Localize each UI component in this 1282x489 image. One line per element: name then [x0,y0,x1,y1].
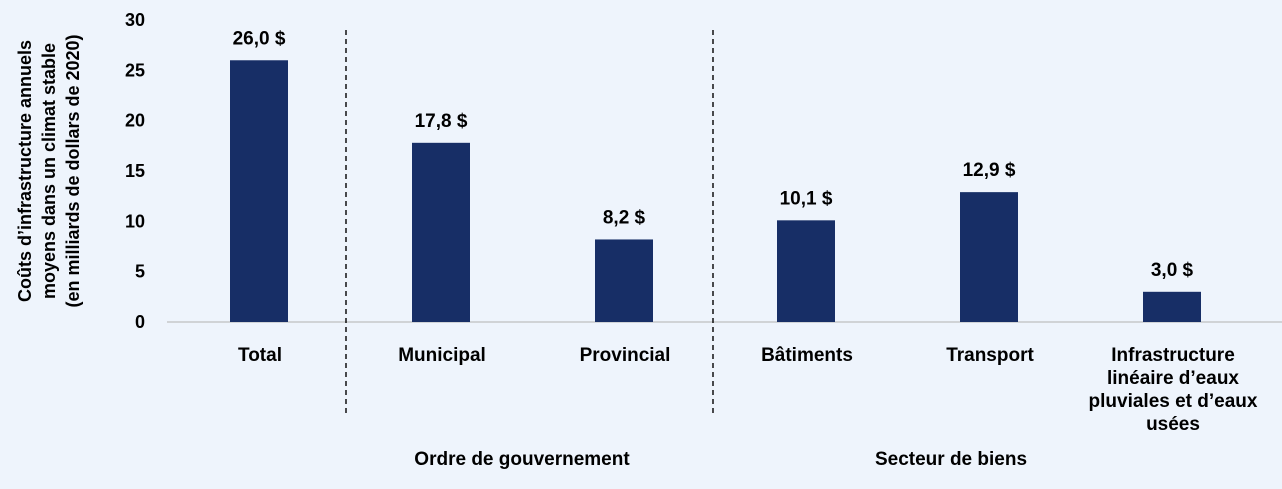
category-label: pluviales et d’eaux [1089,391,1258,412]
bar [230,60,288,323]
category-label: Bâtiments [761,345,853,366]
y-tick-label: 15 [125,161,145,181]
y-axis-title-line: (en milliards de dollars de 2020) [63,34,83,307]
y-axis-title-line: moyens dans un climat stable [39,43,59,299]
data-label: 3,0 $ [1151,260,1194,281]
category-label: Provincial [580,345,671,366]
bar [960,192,1018,322]
data-label: 17,8 $ [415,111,468,132]
y-tick-label: 20 [125,111,145,131]
bar [595,239,653,322]
category-label: Infrastructure [1111,345,1235,366]
data-label: 12,9 $ [963,160,1016,181]
y-tick-label: 30 [125,10,145,30]
y-tick-label: 0 [135,312,145,332]
y-axis-title-line: Coûts d’infrastructure annuels [15,40,35,302]
category-label: Transport [946,345,1034,366]
group-label: Secteur de biens [875,449,1027,470]
data-label: 8,2 $ [603,207,646,228]
data-label: 26,0 $ [233,28,286,49]
bar [412,142,470,322]
bar [777,220,835,322]
bar [1143,291,1201,322]
y-tick-label: 5 [135,262,145,282]
category-label: linéaire d’eaux [1107,368,1239,389]
data-label: 10,1 $ [780,188,833,209]
category-label: Municipal [398,345,486,366]
y-tick-label: 10 [125,211,145,231]
group-label: Ordre de gouvernement [414,449,630,470]
y-tick-label: 25 [125,60,145,80]
category-label: usées [1146,414,1200,435]
category-label: Total [238,345,282,366]
